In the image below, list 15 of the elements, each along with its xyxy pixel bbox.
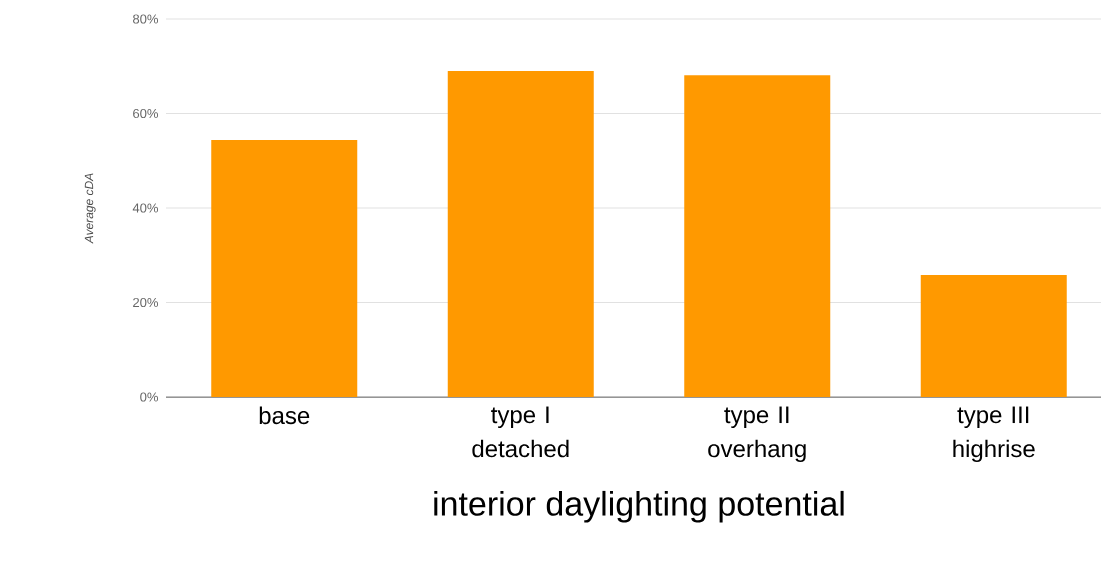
- y-tick-label: 0%: [140, 392, 159, 402]
- x-axis-title: interior daylighting potential: [434, 490, 844, 523]
- x-tick-label: type II overhang: [708, 406, 806, 463]
- y-tick-label: 40%: [132, 203, 159, 213]
- x-tick-label: base: [259, 406, 310, 425]
- bar: [684, 75, 831, 397]
- x-tick-label: type I detached: [472, 406, 569, 458]
- y-tick-label: 20%: [133, 297, 159, 308]
- y-tick-label: 80%: [133, 14, 159, 24]
- y-axis-title: Average cDA: [84, 173, 96, 244]
- x-tick-label: type III highrise: [953, 406, 1035, 463]
- bar: [920, 275, 1067, 397]
- bar: [447, 70, 594, 397]
- y-tick-label: 60%: [133, 108, 159, 119]
- bar: [211, 139, 358, 397]
